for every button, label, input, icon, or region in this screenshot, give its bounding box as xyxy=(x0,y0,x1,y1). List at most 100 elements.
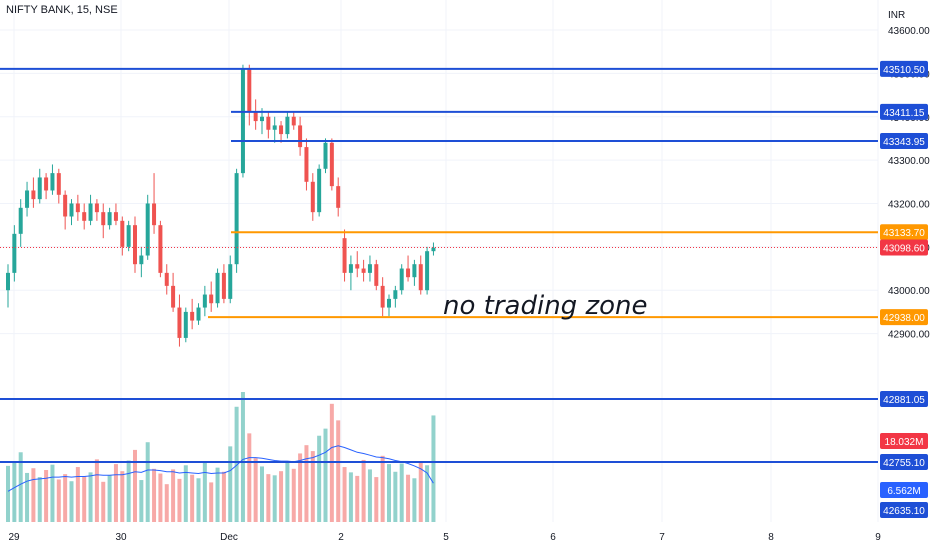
candle-body xyxy=(209,294,214,304)
candle-body xyxy=(126,225,131,247)
candle-body xyxy=(31,190,36,200)
volume-bar xyxy=(88,472,93,522)
volume-bar xyxy=(317,435,322,522)
line-price-badge: 42755.10 xyxy=(883,458,925,469)
volume-bar xyxy=(272,475,277,522)
candle-body xyxy=(387,298,391,308)
candle-body xyxy=(348,264,353,273)
candle-body xyxy=(240,69,245,174)
volume-bar xyxy=(387,464,391,522)
volume-bottom-badge-bg xyxy=(880,502,928,518)
candle-body xyxy=(215,272,220,304)
price-tick-label: 43200.00 xyxy=(888,199,930,210)
volume-bars xyxy=(6,392,436,522)
candle-body xyxy=(56,173,61,195)
volume-bar xyxy=(406,474,411,522)
volume-bar xyxy=(291,468,296,522)
volume-bar xyxy=(171,469,176,522)
candle-body xyxy=(190,311,195,321)
line-price-badge-bg xyxy=(880,224,928,241)
candle-body xyxy=(374,264,379,286)
volume-bar xyxy=(260,466,264,522)
candle-body xyxy=(431,247,436,252)
volume-bar xyxy=(107,475,112,522)
volume-bar xyxy=(63,474,68,522)
volume-bar xyxy=(425,465,430,522)
volume-bar xyxy=(310,451,315,522)
volume-bar xyxy=(50,464,55,522)
time-tick-label: 5 xyxy=(443,532,449,543)
candle-body xyxy=(285,116,290,135)
volume-bar xyxy=(431,415,436,522)
candle-body xyxy=(260,116,264,122)
candle-body xyxy=(329,142,334,187)
line-price-badge-bg xyxy=(880,133,928,150)
last-price-badge: 43098.60 xyxy=(883,243,925,254)
volume-bar xyxy=(412,478,417,522)
volume-ma-badge: 6.562M xyxy=(887,486,920,497)
line-price-badge-bg xyxy=(880,454,928,470)
candle-body xyxy=(113,212,118,221)
candle-body xyxy=(317,168,322,213)
line-price-badge: 43510.50 xyxy=(883,65,925,76)
line-price-badge-bg xyxy=(880,60,928,77)
volume-bar xyxy=(228,446,233,522)
volume-bar xyxy=(126,460,131,522)
volume-bar xyxy=(25,472,30,522)
volume-bar xyxy=(69,481,74,522)
candle-body xyxy=(63,194,68,217)
price-tick-label: 43000.00 xyxy=(888,286,930,297)
line-price-badge: 43343.95 xyxy=(883,137,925,148)
volume-bar xyxy=(380,455,385,522)
candle-body xyxy=(183,311,188,338)
candle-body xyxy=(355,264,360,269)
candle-body xyxy=(304,147,309,182)
chart-title: NIFTY BANK, 15, NSE xyxy=(6,4,118,16)
volume-bar xyxy=(202,462,207,522)
candle-body xyxy=(266,116,271,130)
volume-bar xyxy=(94,459,99,522)
volume-bar xyxy=(82,476,87,522)
line-price-badge: 42881.05 xyxy=(883,395,925,406)
candle-body xyxy=(247,69,252,113)
volume-bar xyxy=(253,458,258,522)
candle-body xyxy=(279,125,284,135)
candle-body xyxy=(88,203,93,221)
candle-body xyxy=(44,177,49,191)
volume-bar xyxy=(279,471,284,522)
candle-body xyxy=(75,203,80,213)
volume-bar xyxy=(209,482,214,522)
volume-bar xyxy=(44,470,49,522)
line-price-badge-bg xyxy=(880,309,928,326)
annotation-text[interactable]: no trading zone xyxy=(443,291,648,321)
candle-body xyxy=(202,294,207,308)
candle-body xyxy=(323,142,328,169)
volume-bar xyxy=(6,465,10,522)
volume-ma-line xyxy=(7,445,434,492)
time-tick-label: 7 xyxy=(659,532,665,543)
horizontal-lines[interactable] xyxy=(0,67,878,463)
volume-bar xyxy=(196,478,201,522)
time-tick-label: 9 xyxy=(875,532,881,543)
volume-ma-badge-bg xyxy=(880,482,928,498)
candle-body xyxy=(158,225,163,273)
volume-bar xyxy=(399,463,404,522)
candle-body xyxy=(94,203,99,213)
price-tick-label: 42900.00 xyxy=(888,330,930,341)
volume-bar xyxy=(152,468,157,522)
volume-bar xyxy=(101,481,106,522)
candle-body xyxy=(164,272,169,286)
candle-body xyxy=(393,290,398,299)
price-badges: 43510.50 43411.15 43343.95 43133.70 42938.00… xyxy=(880,60,928,518)
volume-bar xyxy=(113,464,118,522)
volume-bar xyxy=(298,453,303,522)
candle-body xyxy=(425,251,430,291)
volume-bar xyxy=(355,475,360,522)
time-axis[interactable]: 29 30 Dec 2 5 6 7 8 9 xyxy=(8,532,881,543)
candle-body xyxy=(82,212,87,221)
volume-bar xyxy=(221,471,226,522)
volume-bar xyxy=(247,433,252,522)
line-price-badge: 43411.15 xyxy=(884,108,925,119)
volume-bar xyxy=(336,420,341,522)
